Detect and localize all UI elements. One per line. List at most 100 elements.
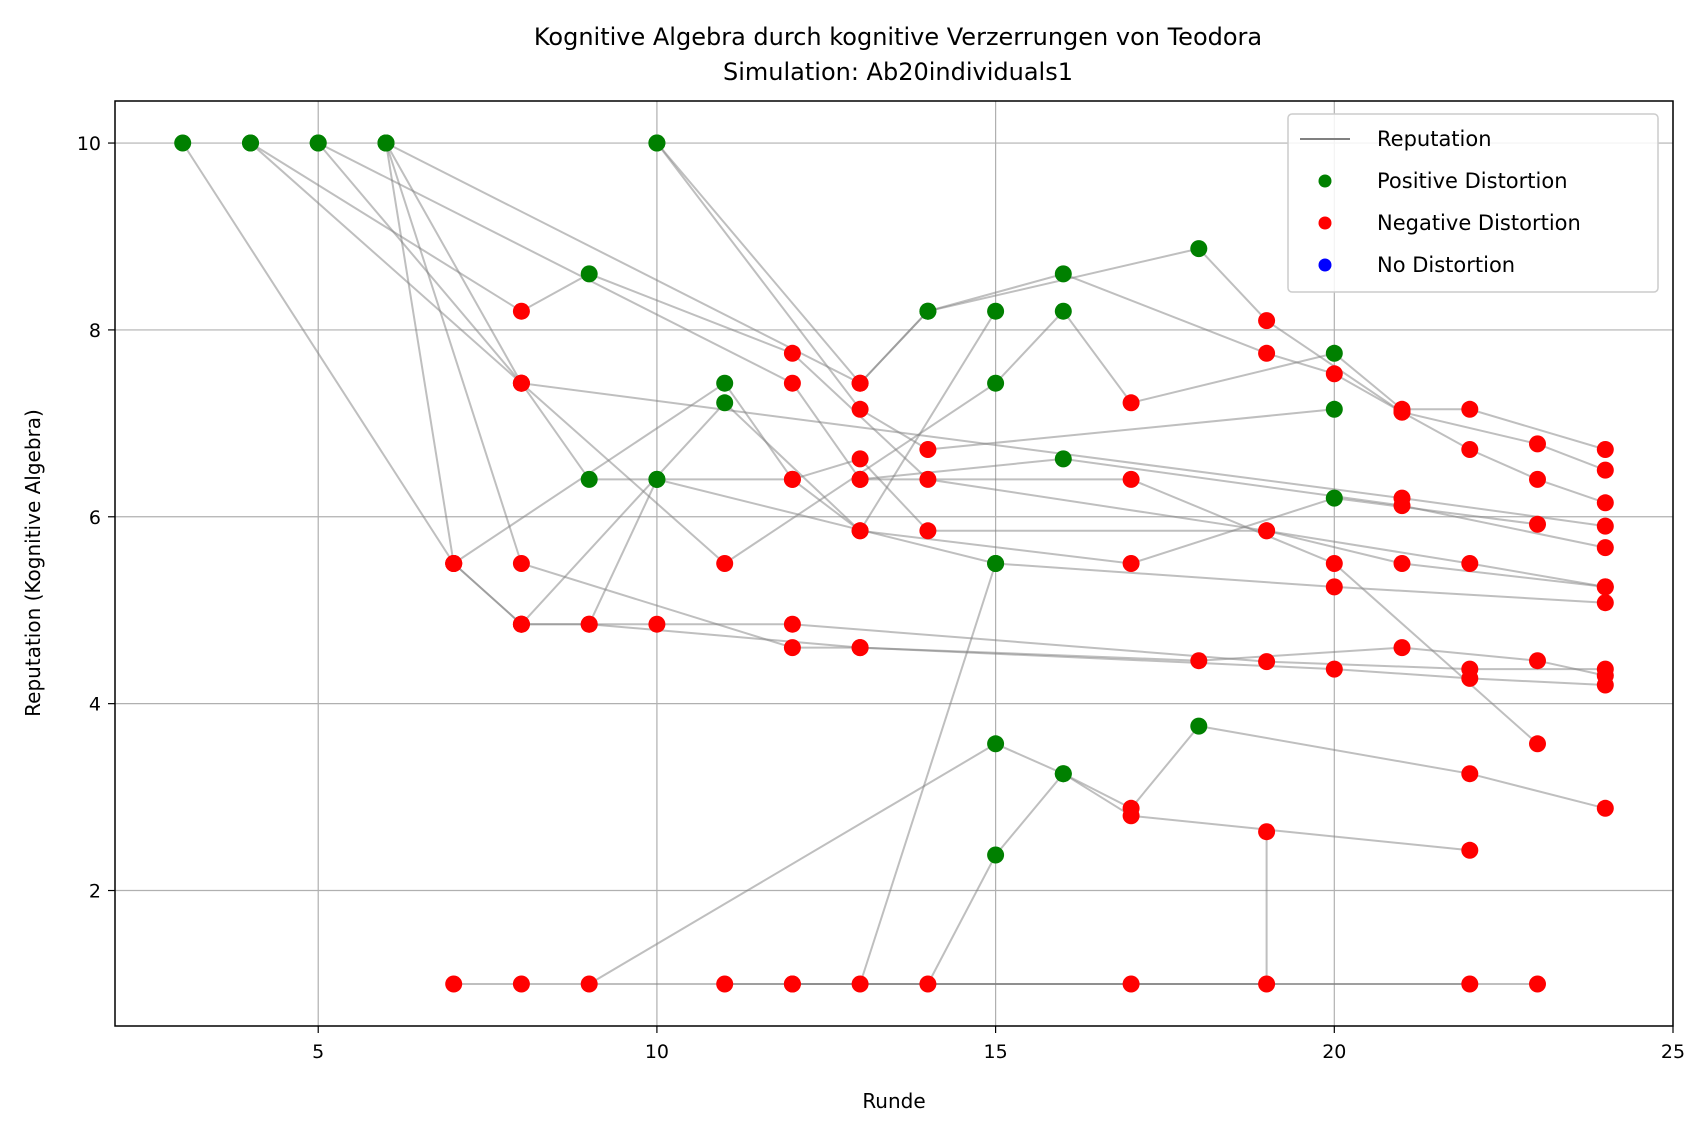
positive-distortion-point xyxy=(377,134,395,152)
negative-distortion-point xyxy=(783,470,801,488)
positive-distortion-point xyxy=(987,846,1005,864)
negative-distortion-point xyxy=(851,374,869,392)
positive-distortion-point xyxy=(1325,489,1343,507)
negative-distortion-point xyxy=(1393,555,1411,572)
positive-distortion-point xyxy=(174,134,192,152)
positive-distortion-point xyxy=(580,265,598,283)
negative-distortion-point xyxy=(1596,578,1614,596)
positive-distortion-point xyxy=(987,735,1005,753)
negative-distortion-point xyxy=(648,615,666,633)
negative-distortion-point xyxy=(919,975,937,993)
y-tick-label: 10 xyxy=(77,133,101,155)
x-tick-label: 25 xyxy=(1661,1041,1685,1063)
legend-marker-swatch xyxy=(1318,174,1332,188)
positive-distortion-point xyxy=(987,555,1005,572)
negative-distortion-point xyxy=(580,615,598,633)
negative-distortion-point xyxy=(1596,517,1614,535)
reputation-line xyxy=(859,563,997,985)
reputation-line xyxy=(385,142,1606,677)
negative-distortion-point xyxy=(919,441,937,458)
legend-label: Reputation xyxy=(1377,127,1492,151)
reputation-line xyxy=(656,142,1335,451)
negative-distortion-point xyxy=(1258,344,1276,362)
x-tick-label: 10 xyxy=(645,1041,669,1063)
negative-distortion-point xyxy=(716,975,734,993)
positive-distortion-point xyxy=(1325,344,1343,362)
positive-distortion-point xyxy=(1325,400,1343,418)
reputation-line xyxy=(385,142,1606,686)
positive-distortion-point xyxy=(716,394,734,412)
reputation-line xyxy=(317,142,1606,549)
legend-marker-swatch xyxy=(1318,258,1332,272)
x-tick-label: 15 xyxy=(984,1041,1008,1063)
negative-distortion-point xyxy=(1596,667,1614,685)
positive-distortion-point xyxy=(1190,240,1208,258)
negative-distortion-point xyxy=(1461,441,1479,458)
legend-label: No Distortion xyxy=(1377,253,1515,277)
negative-distortion-point xyxy=(1461,841,1479,859)
negative-distortion-point xyxy=(1596,594,1614,612)
reputation-line xyxy=(520,310,997,625)
negative-distortion-point xyxy=(783,639,801,657)
negative-distortion-point xyxy=(1325,578,1343,596)
reputation-line xyxy=(860,478,1539,745)
negative-distortion-point xyxy=(1258,522,1276,540)
negative-distortion-point xyxy=(1393,403,1411,421)
positive-distortion-point xyxy=(1054,765,1072,783)
positive-distortion-point xyxy=(309,134,327,152)
reputation-line xyxy=(317,142,1606,528)
legend-label: Negative Distortion xyxy=(1377,211,1581,235)
reputation-line xyxy=(656,142,1606,472)
negative-distortion-point xyxy=(1461,765,1479,783)
negative-distortion-point xyxy=(851,450,869,468)
y-tick-label: 8 xyxy=(89,320,101,342)
negative-distortion-point xyxy=(1529,515,1546,533)
positive-distortion-point xyxy=(716,374,734,392)
positive-distortion-point xyxy=(648,470,666,488)
y-tick-label: 4 xyxy=(89,694,101,716)
negative-distortion-point xyxy=(1529,975,1546,993)
negative-distortion-point xyxy=(1596,441,1614,458)
negative-distortion-point xyxy=(1122,975,1140,993)
positive-distortion-point xyxy=(1054,450,1072,468)
negative-distortion-point xyxy=(1529,470,1546,488)
reputation-line xyxy=(588,457,1606,625)
chart-title: Kognitive Algebra durch kognitive Verzer… xyxy=(534,23,1262,51)
negative-distortion-point xyxy=(1325,365,1343,383)
positive-distortion-point xyxy=(1190,717,1208,735)
negative-distortion-point xyxy=(1529,652,1546,670)
negative-distortion-point xyxy=(512,615,530,633)
positive-distortion-point xyxy=(1054,302,1072,320)
negative-distortion-point xyxy=(1596,799,1614,817)
negative-distortion-point xyxy=(1596,494,1614,512)
chart-subtitle: Simulation: Ab20individuals1 xyxy=(723,58,1073,86)
negative-distortion-point xyxy=(851,522,869,540)
y-axis-label: Reputation (Kognitive Algebra) xyxy=(21,409,45,717)
reputation-line xyxy=(792,831,1268,985)
negative-distortion-point xyxy=(1461,555,1479,572)
data-points xyxy=(174,134,1614,993)
negative-distortion-point xyxy=(1325,555,1343,572)
positive-distortion-point xyxy=(242,134,259,152)
negative-distortion-point xyxy=(445,975,463,993)
negative-distortion-point xyxy=(783,975,801,993)
negative-distortion-point xyxy=(1122,394,1140,412)
positive-distortion-point xyxy=(580,470,598,488)
positive-distortion-point xyxy=(648,134,666,152)
positive-distortion-point xyxy=(1054,265,1072,283)
negative-distortion-point xyxy=(445,555,463,572)
negative-distortion-point xyxy=(851,470,869,488)
x-axis-label: Runde xyxy=(862,1089,925,1113)
negative-distortion-point xyxy=(1258,653,1276,671)
positive-distortion-point xyxy=(987,374,1005,392)
y-tick-label: 2 xyxy=(89,881,101,903)
negative-distortion-point xyxy=(512,302,530,320)
negative-distortion-point xyxy=(851,400,869,418)
negative-distortion-point xyxy=(716,555,734,572)
negative-distortion-point xyxy=(1258,823,1276,841)
negative-distortion-point xyxy=(919,522,937,540)
negative-distortion-point xyxy=(1596,461,1614,479)
legend-marker-swatch xyxy=(1318,216,1332,230)
negative-distortion-point xyxy=(512,374,530,392)
